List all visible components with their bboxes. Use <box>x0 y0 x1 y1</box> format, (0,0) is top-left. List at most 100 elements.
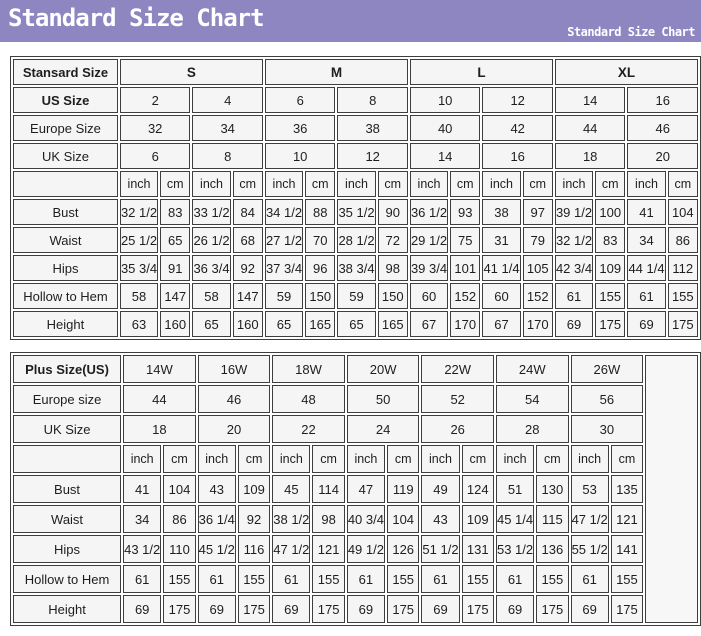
value-cell: 61 <box>627 283 666 309</box>
table-row: Europe size 44 46 48 50 52 54 56 <box>13 385 698 413</box>
value-cell: 35 3/4 <box>119 255 159 281</box>
value-cell: 18 <box>554 143 626 169</box>
value-cell: 47 1/2 <box>570 505 609 533</box>
value-cell: 16W <box>197 355 271 383</box>
value-cell: 105 <box>522 255 553 281</box>
value-cell: 91 <box>160 255 191 281</box>
page-title: Standard Size Chart <box>8 4 265 32</box>
unit-cell: inch <box>627 171 666 197</box>
value-cell: 121 <box>610 505 644 533</box>
table-row: UK Size 6 8 10 12 14 16 18 20 <box>13 143 698 169</box>
value-cell: 69 <box>570 595 609 623</box>
value-cell: 36 <box>264 115 336 141</box>
value-cell: 32 1/2 <box>554 227 594 253</box>
value-cell: 8 <box>337 87 408 113</box>
value-cell: 38 <box>337 115 408 141</box>
table-row: Height 63 160 65 160 65 165 65 165 67 170 67 170 69 17… <box>13 311 698 337</box>
unit-cell: inch <box>570 445 609 473</box>
value-cell: 101 <box>450 255 481 281</box>
value-cell: 45 <box>272 475 311 503</box>
value-cell: 67 <box>409 311 449 337</box>
value-cell: 61 <box>346 565 385 593</box>
unit-cell: inch <box>421 445 460 473</box>
unit-cell: inch <box>272 445 311 473</box>
table-row: Waist 34 86 36 1/4 92 38 1/2 98 40 3/4 104 43 109 4… <box>13 505 698 533</box>
row-label: Height <box>13 595 122 623</box>
value-cell: 69 <box>554 311 594 337</box>
value-cell: 42 <box>482 115 553 141</box>
value-cell: 155 <box>386 565 420 593</box>
row-label: UK Size <box>13 415 122 443</box>
table-row: Stansard Size S M L XL <box>13 59 698 85</box>
value-cell: 10 <box>264 143 336 169</box>
page-subtitle: Standard Size Chart <box>567 25 695 39</box>
value-cell: 2 <box>119 87 191 113</box>
unit-cell: cm <box>522 171 553 197</box>
value-cell: 175 <box>610 595 644 623</box>
value-cell: 175 <box>536 595 569 623</box>
unit-cell: cm <box>610 445 644 473</box>
value-cell: 39 1/2 <box>554 199 594 225</box>
value-cell: 65 <box>192 311 231 337</box>
value-cell: 45 1/4 <box>495 505 535 533</box>
value-cell: 150 <box>377 283 408 309</box>
table-row: Bust 32 1/2 83 33 1/2 84 34 1/2 88 35 1/2 90 36 1… <box>13 199 698 225</box>
value-cell: 60 <box>482 283 521 309</box>
value-cell: 43 <box>197 475 236 503</box>
value-cell: 58 <box>119 283 159 309</box>
value-cell: 160 <box>232 311 263 337</box>
value-cell: 49 1/2 <box>346 535 385 563</box>
row-label: Hollow to Hem <box>13 565 122 593</box>
unit-cell: cm <box>305 171 336 197</box>
value-cell: 31 <box>482 227 521 253</box>
unit-cell: cm <box>450 171 481 197</box>
value-cell: 175 <box>461 595 494 623</box>
value-cell: 54 <box>495 385 569 413</box>
unit-cell: cm <box>377 171 408 197</box>
value-cell: 61 <box>554 283 594 309</box>
value-cell: 175 <box>386 595 420 623</box>
value-cell: 47 1/2 <box>272 535 311 563</box>
value-cell: 20 <box>197 415 271 443</box>
row-label: UK Size <box>13 143 118 169</box>
value-cell: 41 1/4 <box>482 255 521 281</box>
value-cell: 35 1/2 <box>337 199 376 225</box>
value-cell: 69 <box>123 595 162 623</box>
value-cell: 14 <box>409 143 481 169</box>
value-cell: 38 <box>482 199 521 225</box>
value-cell: 175 <box>595 311 626 337</box>
unit-cell: inch <box>123 445 162 473</box>
value-cell: 46 <box>627 115 698 141</box>
value-cell: 84 <box>232 199 263 225</box>
value-cell: 45 1/2 <box>197 535 236 563</box>
unit-cell: cm <box>312 445 345 473</box>
value-cell: 36 1/4 <box>197 505 236 533</box>
value-cell: 61 <box>570 565 609 593</box>
value-cell: 115 <box>536 505 569 533</box>
value-cell: 155 <box>461 565 494 593</box>
value-cell: 147 <box>160 283 191 309</box>
value-cell: 69 <box>627 311 666 337</box>
value-cell: XL <box>554 59 698 85</box>
value-cell: 20 <box>627 143 698 169</box>
row-label: Europe Size <box>13 115 118 141</box>
value-cell: 96 <box>305 255 336 281</box>
value-cell: 165 <box>305 311 336 337</box>
value-cell: 50 <box>346 385 420 413</box>
value-cell: 175 <box>667 311 698 337</box>
value-cell: 51 <box>495 475 535 503</box>
empty-column <box>645 355 698 623</box>
value-cell: 38 3/4 <box>337 255 376 281</box>
value-cell: 8 <box>192 143 263 169</box>
value-cell: 68 <box>232 227 263 253</box>
unit-cell: cm <box>667 171 698 197</box>
value-cell: 14 <box>554 87 626 113</box>
table-row: Hips 43 1/2 110 45 1/2 116 47 1/2 121 49 1/2 126… <box>13 535 698 563</box>
value-cell: 59 <box>264 283 304 309</box>
value-cell: 58 <box>192 283 231 309</box>
size-chart-tables: Stansard Size S M L XL US Size 2 4 6 8 10 12 14 16 Eur… <box>0 42 701 626</box>
unit-cell: inch <box>197 445 236 473</box>
value-cell: 98 <box>312 505 345 533</box>
value-cell: 65 <box>337 311 376 337</box>
row-label: Plus Size(US) <box>13 355 122 383</box>
